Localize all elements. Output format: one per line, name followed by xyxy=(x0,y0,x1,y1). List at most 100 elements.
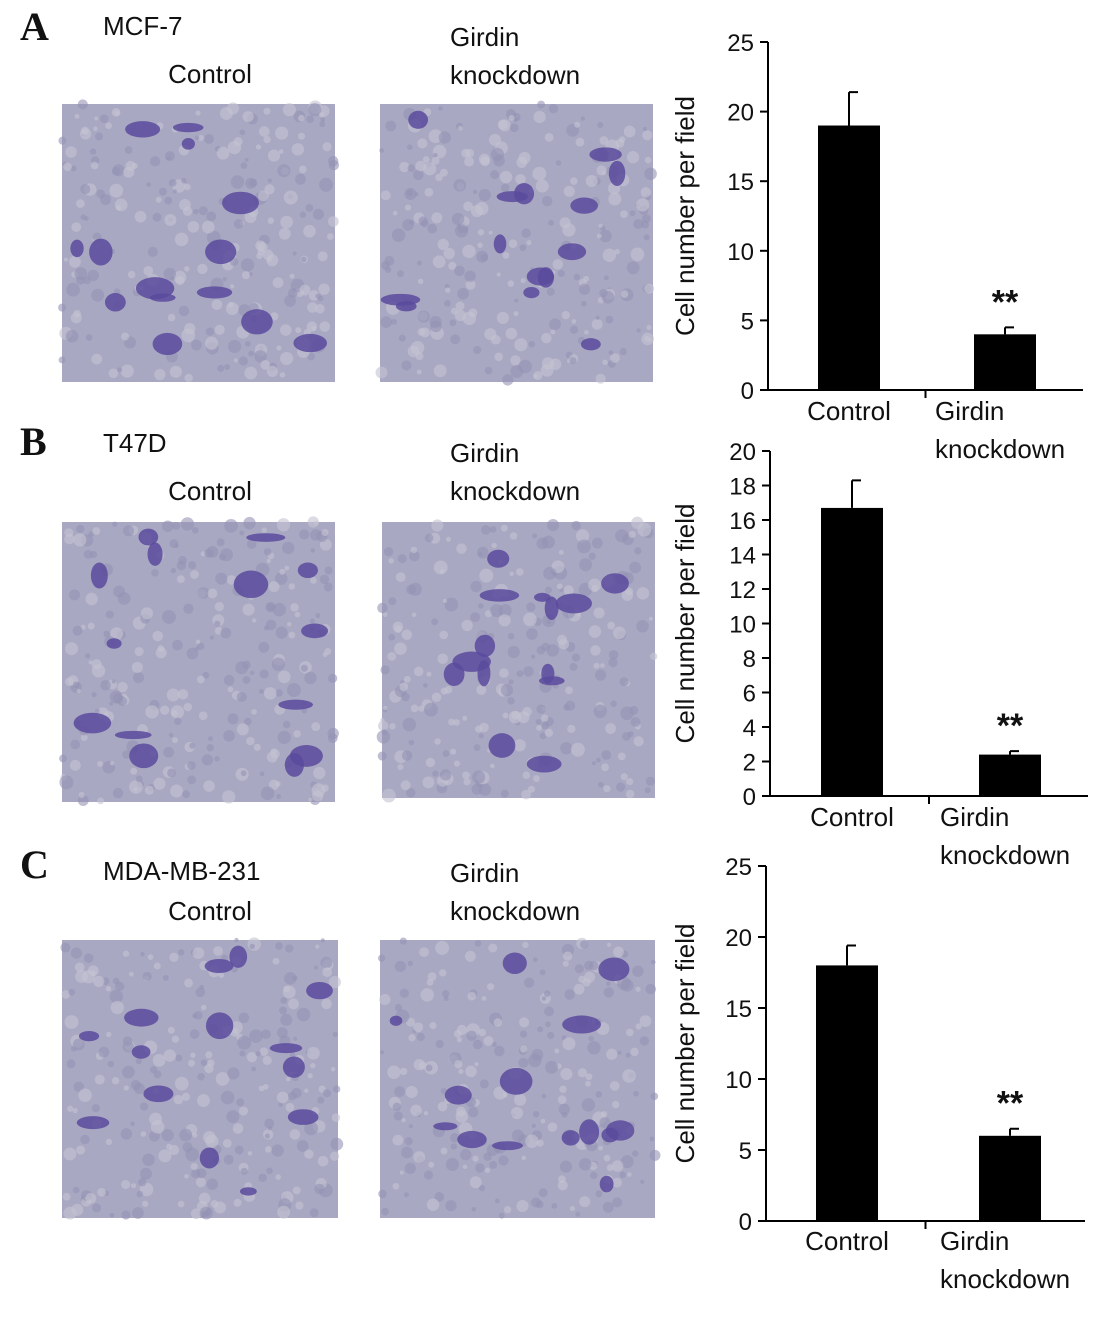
texture xyxy=(63,162,72,172)
texture xyxy=(214,601,224,612)
texture xyxy=(140,607,154,620)
texture xyxy=(392,210,398,216)
significance: ** xyxy=(997,1085,1024,1123)
texture xyxy=(509,123,519,133)
texture xyxy=(139,1102,149,1111)
texture xyxy=(272,602,287,617)
texture xyxy=(410,704,419,713)
texture xyxy=(280,997,288,1004)
texture xyxy=(299,211,307,218)
texture xyxy=(530,1197,542,1208)
texture xyxy=(176,575,185,584)
x-tick-label: Control xyxy=(810,802,894,832)
texture xyxy=(453,1029,462,1038)
stained-cell xyxy=(514,183,535,205)
texture xyxy=(650,1092,659,1101)
texture xyxy=(493,1018,503,1027)
texture xyxy=(307,1073,313,1079)
texture xyxy=(173,270,187,284)
texture xyxy=(433,152,438,158)
texture xyxy=(313,766,326,780)
texture xyxy=(439,630,449,640)
y-tick-label: 16 xyxy=(729,508,756,535)
texture xyxy=(556,583,563,590)
texture xyxy=(453,718,460,726)
texture xyxy=(494,1198,500,1204)
texture xyxy=(94,708,100,714)
texture xyxy=(557,269,565,277)
texture xyxy=(563,185,575,197)
texture xyxy=(484,610,493,618)
texture xyxy=(643,234,650,241)
texture xyxy=(571,319,577,324)
texture xyxy=(410,1104,422,1117)
texture xyxy=(228,339,242,354)
texture xyxy=(164,196,173,205)
texture xyxy=(160,705,170,715)
texture xyxy=(419,947,429,958)
texture xyxy=(320,117,326,123)
texture xyxy=(305,204,314,212)
texture xyxy=(282,720,291,729)
stained-cell xyxy=(124,1008,159,1027)
y-axis-label: Cell number per field xyxy=(670,924,700,1164)
texture xyxy=(380,316,393,328)
texture xyxy=(239,129,246,136)
texture xyxy=(233,1198,242,1207)
texture xyxy=(571,653,581,662)
texture xyxy=(204,548,214,558)
texture xyxy=(627,731,634,737)
texture xyxy=(435,941,450,955)
texture xyxy=(67,1105,74,1112)
texture xyxy=(602,248,617,262)
texture xyxy=(263,107,271,115)
texture xyxy=(439,168,448,177)
texture xyxy=(644,787,651,794)
x-tick-label: Girdin knockdown xyxy=(940,802,1070,870)
texture xyxy=(247,1151,253,1156)
texture xyxy=(275,1174,281,1180)
cell-line: MCF-7 xyxy=(103,11,182,41)
stained-cell xyxy=(222,191,259,215)
texture xyxy=(599,136,609,145)
texture xyxy=(636,620,649,633)
texture xyxy=(109,701,114,706)
texture xyxy=(605,723,616,734)
texture xyxy=(380,665,390,675)
texture xyxy=(319,112,325,118)
texture xyxy=(648,616,653,621)
texture xyxy=(321,998,332,1010)
texture xyxy=(58,136,67,145)
texture xyxy=(238,356,248,366)
texture xyxy=(602,1201,614,1213)
texture xyxy=(453,760,461,767)
texture xyxy=(327,216,339,227)
texture xyxy=(122,950,130,957)
texture xyxy=(464,950,476,962)
texture xyxy=(620,773,628,781)
texture xyxy=(630,717,641,727)
texture xyxy=(223,1154,234,1165)
texture xyxy=(276,1027,288,1039)
texture xyxy=(91,353,103,365)
texture xyxy=(392,1102,402,1112)
error-bar xyxy=(846,944,856,966)
texture xyxy=(502,374,514,386)
texture xyxy=(319,121,326,128)
texture xyxy=(626,261,640,275)
cell-line: MDA-MB-231 xyxy=(103,856,260,886)
texture xyxy=(78,791,85,798)
texture xyxy=(409,220,414,225)
texture xyxy=(408,739,415,746)
texture xyxy=(196,675,205,684)
stained-cell xyxy=(106,638,122,649)
texture xyxy=(323,582,333,592)
texture xyxy=(275,626,288,639)
texture xyxy=(217,364,225,372)
texture xyxy=(136,1190,144,1198)
texture xyxy=(620,210,628,218)
texture xyxy=(301,256,307,263)
texture xyxy=(424,533,434,543)
texture xyxy=(518,151,531,164)
texture xyxy=(633,219,644,230)
